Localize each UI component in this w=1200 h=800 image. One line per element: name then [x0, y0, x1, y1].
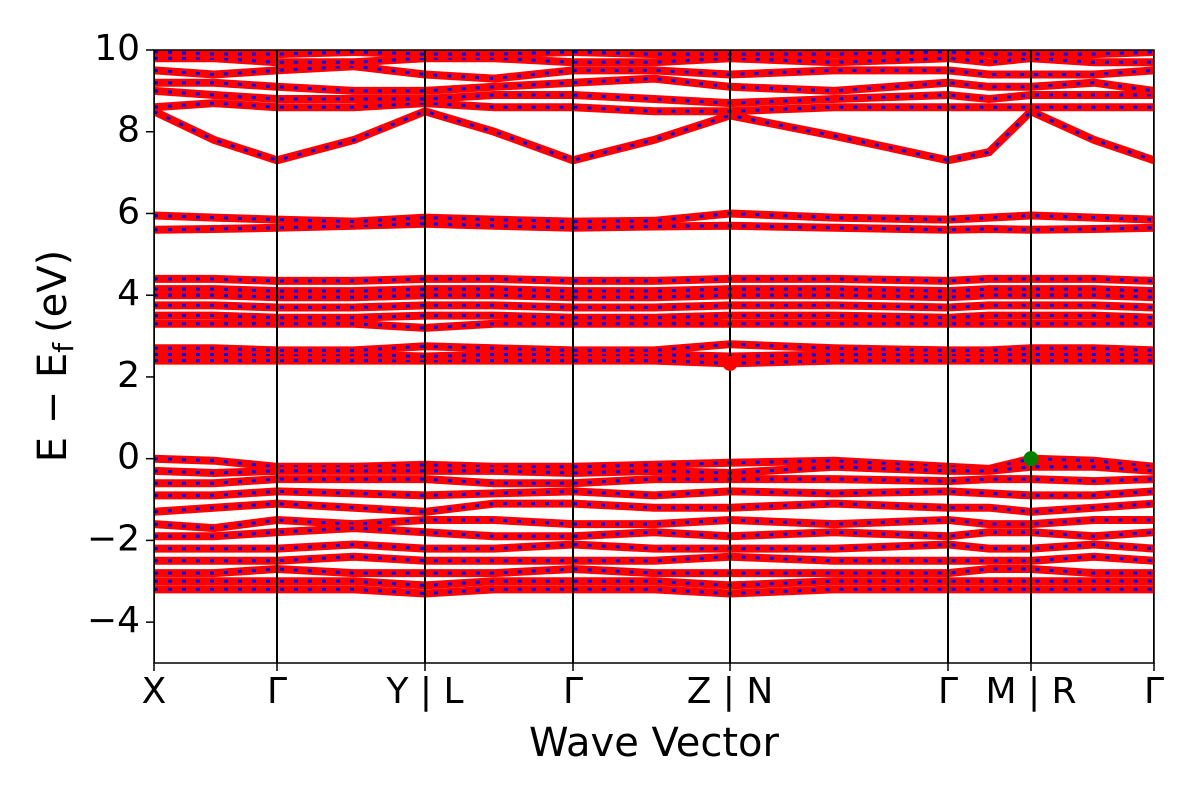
- y-tick-label: 4: [117, 273, 140, 314]
- band-spin-up: [154, 86, 1154, 108]
- band-spin-up: [154, 454, 1154, 473]
- x-tick-label: Γ: [563, 671, 583, 712]
- y-tick-label: −4: [87, 600, 140, 641]
- band-spin-up: [154, 585, 1154, 598]
- x-tick-label: Γ: [938, 671, 958, 712]
- plot-area: [154, 50, 1154, 663]
- band-spin-up: [154, 340, 1154, 355]
- y-axis-label-main: E − E: [30, 353, 76, 463]
- x-tick-label: Γ: [1144, 671, 1164, 712]
- band-spin-up: [154, 350, 1154, 361]
- band-spin-up: [154, 475, 1154, 488]
- plot-frame: [153, 49, 1155, 664]
- band-spin-up: [154, 499, 1154, 516]
- band-spin-up: [154, 106, 1154, 165]
- y-tick-label: 0: [117, 437, 140, 478]
- band-spin-up: [154, 219, 1154, 234]
- y-axis-label: E − Ef (eV): [30, 250, 80, 463]
- band-spin-up: [154, 50, 1154, 59]
- x-tick-label: Γ: [267, 671, 287, 712]
- band-spin-up: [154, 209, 1154, 226]
- band-edge-point: [1023, 451, 1039, 467]
- band-spin-up: [154, 540, 1154, 553]
- band-spin-up: [154, 54, 1154, 67]
- y-axis-label-subscript: f: [47, 342, 80, 353]
- y-tick-label: −2: [87, 518, 140, 559]
- x-tick-label: M | R: [985, 671, 1076, 712]
- band-spin-up: [154, 74, 1154, 95]
- band-spin-up: [154, 311, 1154, 322]
- y-tick-label: 2: [117, 355, 140, 396]
- band-spin-up: [154, 62, 1154, 83]
- x-axis-label: Wave Vector: [529, 720, 780, 766]
- x-tick-label: X: [142, 671, 167, 712]
- y-tick-label: 6: [117, 191, 140, 232]
- band-spin-up: [154, 99, 1154, 116]
- band-spin-up: [154, 285, 1154, 296]
- band-edge-point: [722, 355, 738, 371]
- band-spin-up: [154, 524, 1154, 541]
- band-spin-up: [154, 487, 1154, 500]
- band-spin-down: [154, 109, 1154, 162]
- y-axis-label-unit: (eV): [30, 250, 76, 333]
- band-spin-up: [154, 319, 1154, 332]
- band-spin-up: [154, 564, 1154, 578]
- y-tick-label: 10: [94, 28, 140, 69]
- x-tick-label: Z | N: [687, 671, 774, 712]
- x-tick-label: Y | L: [385, 671, 463, 712]
- band-spin-up: [154, 356, 1154, 368]
- band-spin-up: [154, 552, 1154, 565]
- y-tick-label: 8: [117, 110, 140, 151]
- band-spin-up: [154, 462, 1154, 478]
- band-spin-up: [154, 301, 1154, 312]
- band-spin-up: [154, 291, 1154, 302]
- band-spin-up: [154, 577, 1154, 590]
- band-spin-up: [154, 274, 1154, 285]
- band-spin-up: [154, 515, 1154, 533]
